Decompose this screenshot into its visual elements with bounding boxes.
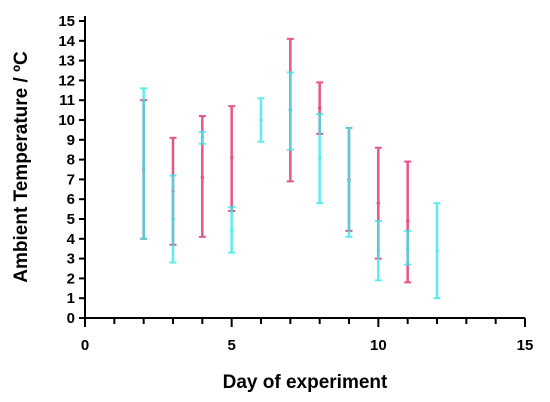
mean-point	[229, 155, 234, 160]
mean-point	[405, 219, 410, 223]
mean-point	[376, 248, 381, 253]
error-bar	[228, 105, 236, 213]
mean-point	[347, 179, 351, 184]
y-tick-label: 12	[58, 72, 75, 89]
error-bar	[228, 206, 236, 254]
error-bar	[433, 202, 441, 300]
mean-point	[171, 217, 175, 221]
y-tick-label: 5	[67, 211, 75, 228]
y-tick-label: 11	[59, 92, 75, 109]
y-tick-label: 0	[67, 310, 75, 327]
error-bar	[169, 174, 177, 264]
y-tick-label: 2	[67, 270, 75, 287]
mean-point	[376, 201, 381, 205]
error-bar	[374, 219, 382, 282]
mean-point	[317, 106, 322, 110]
y-tick-label: 1	[67, 290, 75, 307]
y-tick-label: 15	[58, 13, 75, 30]
y-tick-label: 9	[67, 132, 75, 149]
error-bar	[316, 113, 324, 205]
mean-point	[200, 136, 205, 140]
mean-point	[288, 108, 293, 112]
error-bar	[345, 126, 353, 238]
series-2	[140, 71, 441, 300]
x-tick-label: 5	[227, 337, 235, 354]
x-tick-label: 15	[517, 337, 534, 354]
error-bar	[140, 87, 148, 240]
series-1	[140, 37, 412, 284]
mean-point	[229, 229, 234, 233]
y-tick-label: 4	[67, 231, 76, 248]
error-bar	[257, 97, 265, 143]
y-tick-label: 14	[58, 33, 75, 50]
x-tick-label: 0	[81, 337, 89, 354]
error-bar	[198, 130, 206, 145]
y-tick-label: 8	[67, 152, 75, 169]
x-axis-title: Day of experiment	[223, 372, 388, 393]
mean-point	[435, 248, 439, 253]
mean-point	[200, 175, 205, 180]
mean-point	[259, 118, 263, 122]
x-tick-label: 10	[370, 337, 387, 354]
mean-point	[405, 246, 410, 251]
y-axis-title: Ambient Temperature / ºC	[11, 51, 32, 283]
y-tick-label: 10	[58, 112, 75, 129]
mean-point	[317, 155, 322, 160]
error-bars	[140, 37, 441, 300]
y-tick-label: 13	[58, 53, 75, 70]
y-tick-label: 3	[67, 251, 75, 268]
x-axis-ticks: 0 5 10 15	[81, 318, 534, 354]
y-tick-label: 7	[67, 171, 75, 188]
mean-point	[141, 161, 146, 166]
error-bar	[286, 71, 294, 151]
y-tick-label: 6	[67, 191, 75, 208]
error-bar	[404, 229, 412, 266]
